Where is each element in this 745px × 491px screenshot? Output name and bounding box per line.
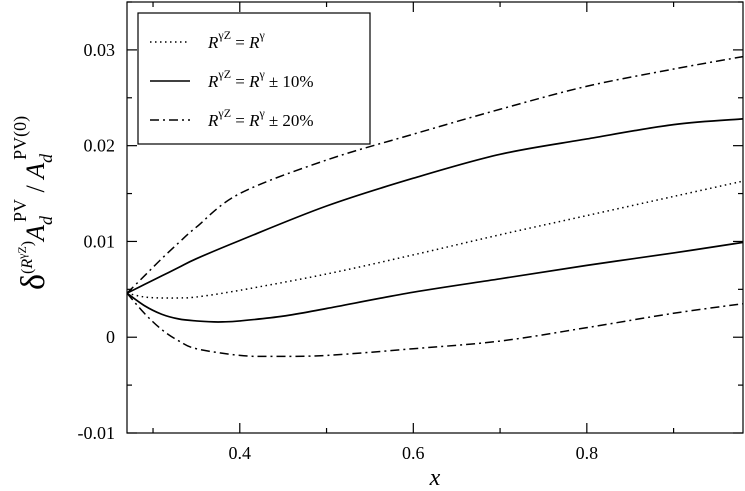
legend-rhs-sup: γ xyxy=(259,28,266,42)
legend-box xyxy=(137,12,371,145)
plot-frame xyxy=(126,1,744,434)
x-axis-label: x xyxy=(429,465,441,491)
legend-eq: = xyxy=(231,33,249,52)
series-curves xyxy=(126,55,744,358)
x-tick-label: 0.8 xyxy=(576,443,599,463)
legend-eq: = xyxy=(231,111,249,130)
y-label-A: A xyxy=(21,225,50,243)
y-tick-label: 0.01 xyxy=(84,231,116,251)
legend-rhs: R xyxy=(248,33,260,52)
y-label-delta: δ xyxy=(15,274,52,290)
series-line-solid-2 xyxy=(126,241,744,323)
legend-lhs: R xyxy=(207,33,219,52)
y-tick-label: -0.01 xyxy=(78,423,116,443)
legend-rhs-sup: γ xyxy=(259,106,266,120)
tick-labels: 0.4 0.6 0.8 -0.01 0 0.01 0.02 0.03 xyxy=(78,40,599,463)
legend-rhs-sup: γ xyxy=(259,67,266,81)
legend-lhs: R xyxy=(207,111,219,130)
y-label-paren-open: ( xyxy=(19,269,36,274)
x-tick-label: 0.6 xyxy=(402,443,425,463)
legend-lhs-sup: γZ xyxy=(217,106,231,120)
legend-rhs: R xyxy=(248,111,260,130)
legend-lhs-sup: γZ xyxy=(217,28,231,42)
axis-ticks xyxy=(127,1,743,434)
y-axis-label: δ(RγZ)AdPV / AdPV(0) xyxy=(10,116,56,290)
y-label-pv: PV xyxy=(10,199,30,222)
legend-eq: = xyxy=(231,72,249,91)
legend-lhs-sup: γZ xyxy=(217,67,231,81)
legend-suffix: ± 20% xyxy=(269,111,314,130)
y-label-A2: A xyxy=(21,163,50,181)
legend-rhs: R xyxy=(248,72,260,91)
y-label-d: d xyxy=(36,215,56,225)
legend-suffix: ± 10% xyxy=(269,72,314,91)
y-label-d2: d xyxy=(36,153,56,163)
series-line-solid-1 xyxy=(126,118,744,294)
y-tick-label: 0.02 xyxy=(84,136,116,156)
y-label-pv0: PV(0) xyxy=(10,116,31,160)
legend-item-1: RγZ = Rγ xyxy=(207,28,266,52)
y-tick-label: 0.03 xyxy=(84,40,116,60)
x-tick-label: 0.4 xyxy=(229,443,252,463)
y-label-paren-close: ) xyxy=(19,241,36,246)
y-label-gammaZ: γZ xyxy=(15,246,29,260)
legend-item-2: RγZ = Rγ ± 10% xyxy=(207,67,314,91)
svg-text:δ(RγZ)AdPV / AdPV(0): δ(RγZ)AdPV / AdPV(0) xyxy=(10,116,56,290)
legend-lhs: R xyxy=(207,72,219,91)
y-tick-label: 0 xyxy=(106,327,115,347)
series-line-dotted-0 xyxy=(126,180,744,299)
legend: RγZ = Rγ RγZ = Rγ ± 10% RγZ = Rγ ± 20% xyxy=(137,12,371,145)
series-line-dashdot-4 xyxy=(126,292,744,358)
y-label-R: R xyxy=(19,259,36,270)
y-label-slash: / xyxy=(21,179,50,199)
legend-item-3: RγZ = Rγ ± 20% xyxy=(207,106,314,130)
